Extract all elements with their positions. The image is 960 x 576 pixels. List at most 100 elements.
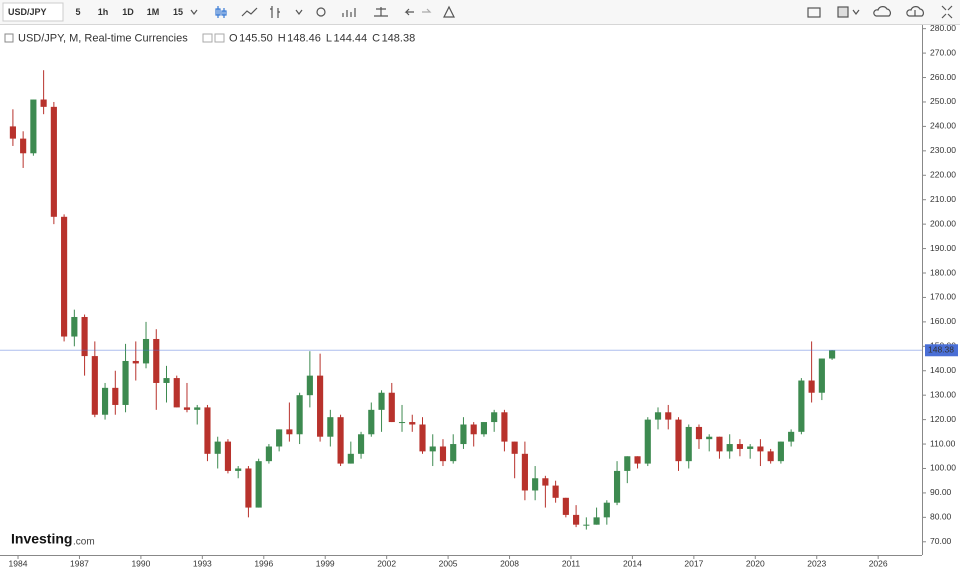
y-tick-label: 90.00 (930, 487, 952, 497)
y-tick-label: 120.00 (930, 414, 956, 424)
candle-body (511, 441, 518, 454)
indicator-icon[interactable] (241, 7, 258, 17)
collapse-icon[interactable] (4, 33, 14, 43)
y-tick-label: 220.00 (930, 170, 956, 180)
y-tick-label: 280.00 (930, 23, 956, 33)
cloud-down-icon[interactable] (873, 6, 891, 17)
symbol-box[interactable] (2, 2, 64, 22)
y-tick-label: 160.00 (930, 316, 956, 326)
draw-icon[interactable] (270, 6, 280, 18)
y-tick-label: 230.00 (930, 145, 956, 155)
studies-icon[interactable] (342, 8, 356, 17)
candle-body (183, 407, 191, 410)
candle-body (388, 392, 395, 423)
candle-body (50, 106, 57, 217)
camera-icon[interactable] (807, 7, 821, 18)
candle-body (460, 424, 467, 445)
candle-body (777, 441, 784, 462)
fullscreen-icon[interactable] (941, 5, 953, 19)
candle-body (788, 431, 795, 442)
y-tick-label: 110.00 (930, 438, 956, 448)
candle-body (798, 380, 805, 432)
candle-body (808, 380, 815, 393)
candle-body (378, 392, 385, 410)
candle-body (276, 429, 283, 447)
legend-icon[interactable] (202, 33, 213, 43)
candle-body (491, 412, 498, 423)
candle-body (767, 451, 774, 462)
dropdown-icon[interactable] (190, 9, 198, 15)
interval-button[interactable]: 1h (98, 7, 109, 17)
candle-body (40, 99, 47, 107)
candle-body (634, 456, 641, 464)
y-tick-label: 200.00 (930, 218, 956, 228)
interval-button[interactable]: 15 (173, 7, 183, 17)
dropdown-icon-2[interactable] (295, 9, 303, 15)
legend-key: H (278, 32, 286, 44)
candle-body (235, 468, 242, 471)
candle-body (194, 407, 201, 410)
x-tick-label: 1993 (193, 558, 212, 568)
interval-button[interactable]: 1M (147, 7, 160, 17)
chart-title: USD/JPY, M, Real-time Currencies (18, 32, 188, 44)
last-price-label: 148.38 (928, 345, 954, 355)
candle-body (153, 338, 160, 383)
candle-body (501, 412, 508, 442)
candle-body (521, 453, 528, 491)
y-tick-label: 190.00 (930, 243, 956, 253)
legend-value: 145.50 (239, 32, 273, 44)
candle-body (204, 407, 211, 454)
cloud-up-icon[interactable] (906, 6, 924, 17)
candle-body (337, 417, 344, 464)
interval-button[interactable]: 1D (122, 7, 134, 17)
candle-body (61, 216, 68, 337)
candle-body (439, 446, 447, 462)
candle-body (327, 417, 334, 437)
y-tick-label: 100.00 (930, 463, 956, 473)
candle-body (81, 316, 88, 357)
candle-body (214, 441, 221, 454)
legend-value: 144.44 (333, 32, 367, 44)
x-tick-label: 2026 (869, 558, 888, 568)
dropdown-icon-3[interactable] (852, 9, 860, 15)
candle-body (265, 446, 272, 462)
candle-body (644, 419, 651, 464)
candle-body (675, 419, 682, 462)
candles-icon[interactable] (215, 6, 227, 18)
candle-body (726, 444, 733, 452)
alert-icon[interactable] (443, 5, 455, 18)
compare-icon[interactable] (374, 7, 388, 17)
candle-body (286, 429, 293, 435)
candle-body (470, 424, 477, 435)
candle-body (173, 378, 180, 408)
x-tick-label: 2002 (377, 558, 396, 568)
x-tick-label: 1984 (9, 558, 28, 568)
legend-key: L (326, 32, 332, 44)
x-tick-label: 2017 (684, 558, 703, 568)
candle-body (593, 517, 600, 525)
candle-body (818, 358, 825, 393)
x-tick-label: 2020 (746, 558, 765, 568)
x-tick-label: 2005 (439, 558, 458, 568)
toolbar-icons (190, 5, 953, 19)
candle-body (245, 468, 252, 508)
candle-body (665, 412, 672, 420)
y-tick-label: 170.00 (930, 292, 956, 302)
x-tick-label: 2011 (562, 558, 581, 568)
candle-body (255, 461, 262, 508)
candle-body (357, 434, 365, 454)
color-icon[interactable] (837, 6, 849, 18)
candle-body (112, 387, 119, 405)
x-tick-label: 1987 (70, 558, 89, 568)
candle-body (829, 350, 836, 359)
y-tick-label: 130.00 (930, 389, 956, 399)
legend-icon[interactable] (214, 33, 225, 43)
candle-body (695, 426, 703, 440)
undo-icon[interactable] (404, 8, 414, 16)
interval-button[interactable]: 5 (75, 7, 80, 17)
settings-icon[interactable] (316, 7, 326, 17)
y-tick-label: 250.00 (930, 96, 956, 106)
redo-icon[interactable] (422, 8, 432, 13)
candle-body (654, 412, 662, 420)
